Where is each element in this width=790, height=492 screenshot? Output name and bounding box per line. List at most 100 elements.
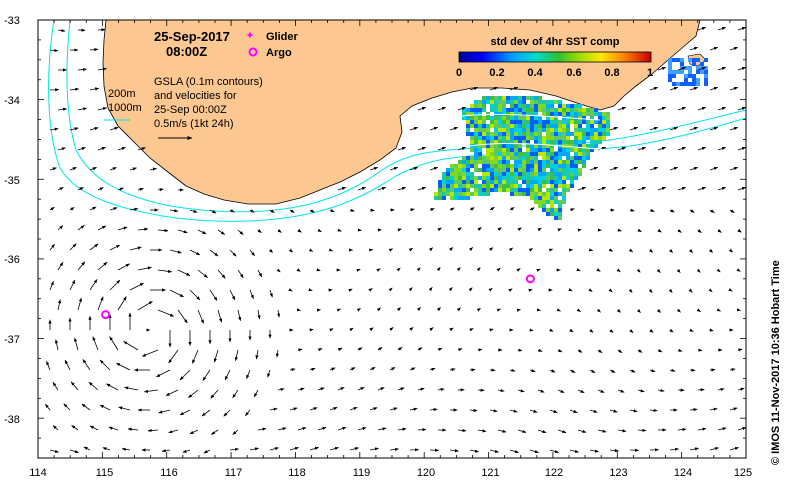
sst-cell: [566, 124, 570, 128]
sst-cell: [530, 172, 534, 176]
contour-label-1000m: 1000m: [108, 102, 142, 114]
sst-cell: [692, 74, 696, 78]
velocity-arrow: [77, 107, 88, 111]
sst-cell: [522, 172, 526, 176]
velocity-arrow: [397, 347, 403, 351]
sst-cell: [506, 140, 510, 144]
velocity-arrow: [488, 247, 493, 252]
sst-cell: [518, 176, 522, 180]
argo-marker-icon: [248, 47, 258, 57]
sst-cell: [466, 168, 470, 172]
velocity-arrow: [649, 328, 654, 333]
sst-cell: [522, 156, 526, 160]
sst-cell: [506, 108, 510, 112]
velocity-arrow: [456, 307, 461, 312]
sst-cell: [542, 128, 546, 132]
sst-cell: [530, 176, 534, 180]
velocity-arrow: [517, 348, 523, 352]
sst-cell: [542, 176, 546, 180]
velocity-arrow: [557, 348, 563, 353]
velocity-arrow: [588, 248, 594, 252]
gsla-contour: [461, 113, 601, 121]
sst-cell: [538, 168, 542, 172]
x-tick-label: 115: [96, 467, 114, 479]
velocity-arrow: [737, 106, 746, 111]
sst-cell: [594, 140, 598, 144]
sst-cell: [558, 128, 562, 132]
sst-cell: [590, 144, 594, 148]
sst-cell: [466, 164, 470, 168]
sst-cell: [470, 164, 474, 168]
sst-cell: [478, 168, 482, 172]
sst-cell: [442, 184, 446, 188]
velocity-arrow: [509, 207, 515, 211]
sst-cell: [510, 132, 514, 136]
sst-cell: [514, 176, 518, 180]
sst-cell: [518, 108, 522, 112]
velocity-arrow: [517, 389, 525, 393]
sst-cell: [498, 152, 502, 156]
sst-cell: [514, 152, 518, 156]
velocity-arrow: [57, 147, 66, 151]
sst-cell: [570, 160, 574, 164]
sst-cell: [554, 132, 558, 136]
sst-cell: [502, 100, 506, 104]
sst-cell: [466, 120, 470, 124]
velocity-arrow: [676, 308, 681, 313]
velocity-arrow: [609, 449, 619, 453]
sst-cell: [526, 172, 530, 176]
velocity-arrow: [609, 369, 616, 373]
velocity-arrow: [637, 186, 647, 191]
sst-cell: [482, 116, 486, 120]
sst-cell: [534, 160, 538, 164]
sst-cell: [558, 200, 562, 204]
sst-cell: [490, 104, 494, 108]
x-tick-label: 114: [29, 467, 47, 479]
sst-cell: [562, 188, 566, 192]
sst-cell: [668, 62, 672, 66]
gsla-note-line3: 25-Sep 00:00Z: [154, 104, 227, 116]
sst-cell: [562, 120, 566, 124]
velocity-arrow: [49, 167, 57, 171]
velocity-arrow: [549, 449, 559, 454]
sst-cell: [506, 184, 510, 188]
sst-cell: [498, 160, 502, 164]
velocity-arrow: [729, 166, 739, 171]
velocity-arrow: [356, 307, 361, 312]
sst-cell: [482, 128, 486, 132]
sst-cell: [558, 192, 562, 196]
sst-cell: [450, 180, 454, 184]
sst-cell: [574, 112, 578, 116]
velocity-arrow: [649, 166, 659, 171]
sst-cell: [510, 176, 514, 180]
sst-cell: [562, 104, 566, 108]
sst-cell: [586, 112, 590, 116]
sst-cell: [606, 132, 610, 136]
sst-cell: [542, 112, 546, 116]
sst-cell: [490, 136, 494, 140]
velocity-arrow: [429, 367, 436, 371]
sst-cell: [574, 108, 578, 112]
velocity-arrow: [368, 248, 374, 252]
sst-cell: [598, 116, 602, 120]
velocity-arrow: [348, 288, 353, 292]
sst-cell: [470, 192, 474, 196]
sst-cell: [494, 104, 498, 108]
velocity-arrow: [165, 389, 179, 396]
velocity-arrow: [449, 449, 459, 453]
velocity-arrow: [596, 268, 601, 272]
y-tick-label: -34: [4, 95, 20, 107]
sst-cell: [478, 148, 482, 152]
sst-cell: [538, 196, 542, 200]
velocity-arrow: [69, 127, 79, 131]
sst-cell: [518, 164, 522, 168]
velocity-arrow: [337, 186, 347, 191]
sst-cell: [558, 176, 562, 180]
sst-cell: [474, 188, 478, 192]
sst-cell: [494, 120, 498, 124]
sst-cell: [518, 96, 522, 100]
sst-cell: [506, 100, 510, 104]
velocity-arrow: [436, 307, 441, 312]
velocity-arrow: [289, 407, 298, 411]
sst-cell: [570, 148, 574, 152]
